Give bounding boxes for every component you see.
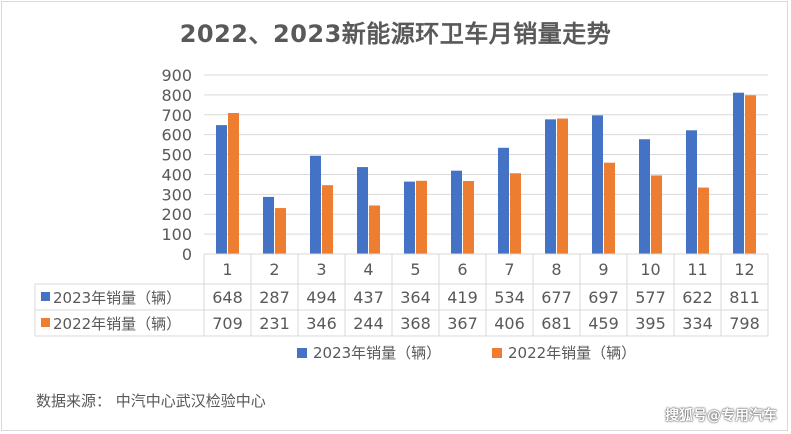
data-label: 622 — [682, 288, 713, 307]
bar — [310, 155, 321, 254]
x-tick-label: 8 — [551, 260, 561, 279]
data-label: 459 — [588, 314, 619, 333]
legend-label: 2022年销量（辆） — [508, 344, 636, 362]
bar — [416, 180, 427, 254]
data-label: 231 — [259, 314, 290, 333]
y-tick-label: 100 — [161, 225, 192, 244]
data-table: 1 648 709 2 287 231 3 494 346 4 437 244 5 364 368 6 419 3… — [34, 253, 769, 337]
watermark: 搜狐号@专用汽车 — [665, 408, 777, 424]
bar — [733, 92, 744, 254]
x-tick-label: 1 — [222, 260, 232, 279]
y-tick-label: 600 — [161, 126, 192, 145]
bar — [545, 119, 556, 254]
bar — [698, 187, 709, 254]
data-label: 406 — [494, 314, 525, 333]
y-tick-label: 900 — [161, 66, 192, 85]
bar — [639, 139, 650, 254]
y-tick-label: 700 — [161, 106, 192, 125]
bar — [322, 185, 333, 254]
data-label: 395 — [635, 314, 666, 333]
data-label: 419 — [447, 288, 478, 307]
bar — [357, 167, 368, 254]
chart-title: 2022、2023新能源环卫车月销量走势 — [179, 20, 612, 48]
x-tick-label: 6 — [457, 260, 467, 279]
data-label: 677 — [541, 288, 572, 307]
bar — [498, 147, 509, 254]
x-tick-label: 11 — [687, 260, 707, 279]
bar — [228, 112, 239, 254]
data-label: 368 — [400, 314, 431, 333]
data-label: 346 — [306, 314, 337, 333]
bar — [745, 95, 756, 254]
bar — [651, 175, 662, 254]
data-label: 648 — [212, 288, 243, 307]
data-label: 367 — [447, 314, 478, 333]
bar — [592, 115, 603, 254]
data-source-note: 数据来源： 中汽中心武汉检验中心 — [36, 392, 266, 410]
table-series-label: 2022年销量（辆） — [53, 315, 181, 333]
legend-key — [297, 348, 307, 358]
data-label: 697 — [588, 288, 619, 307]
data-label: 534 — [494, 288, 525, 307]
y-tick-label: 200 — [161, 205, 192, 224]
bar — [510, 173, 521, 254]
data-label: 287 — [259, 288, 290, 307]
x-tick-label: 7 — [504, 260, 514, 279]
data-label: 494 — [306, 288, 337, 307]
legend-label: 2023年销量（辆） — [313, 344, 441, 362]
data-label: 244 — [353, 314, 384, 333]
x-tick-label: 5 — [410, 260, 420, 279]
x-tick-label: 2 — [269, 260, 279, 279]
y-tick-label: 400 — [161, 165, 192, 184]
y-tick-label: 0 — [182, 245, 192, 264]
data-label: 811 — [729, 288, 760, 307]
bar — [686, 130, 697, 254]
gridlines — [204, 74, 768, 255]
data-label: 681 — [541, 314, 572, 333]
bar — [463, 181, 474, 254]
bar — [369, 205, 380, 254]
x-tick-label: 12 — [734, 260, 754, 279]
table-legend-key — [41, 318, 50, 327]
bar — [216, 125, 227, 255]
bar — [275, 208, 286, 254]
data-label: 798 — [729, 314, 760, 333]
bar — [451, 170, 462, 254]
table-legend-key — [41, 292, 50, 301]
data-label: 364 — [400, 288, 431, 307]
bars — [216, 92, 756, 255]
y-tick-label: 500 — [161, 146, 192, 165]
bar — [557, 118, 568, 254]
bar — [604, 162, 615, 254]
data-label: 577 — [635, 288, 666, 307]
legend: 2023年销量（辆） 2022年销量（辆） — [297, 344, 636, 362]
x-tick-label: 4 — [363, 260, 373, 279]
bar — [404, 181, 415, 254]
x-tick-label: 10 — [640, 260, 660, 279]
x-tick-label: 9 — [598, 260, 608, 279]
data-label: 709 — [212, 314, 243, 333]
data-label: 334 — [682, 314, 713, 333]
x-tick-label: 3 — [316, 260, 326, 279]
table-series-label: 2023年销量（辆） — [53, 289, 181, 307]
legend-key — [492, 348, 502, 358]
y-tick-label: 300 — [161, 185, 192, 204]
y-tick-label: 800 — [161, 86, 192, 105]
data-label: 437 — [353, 288, 384, 307]
bar — [263, 196, 274, 254]
